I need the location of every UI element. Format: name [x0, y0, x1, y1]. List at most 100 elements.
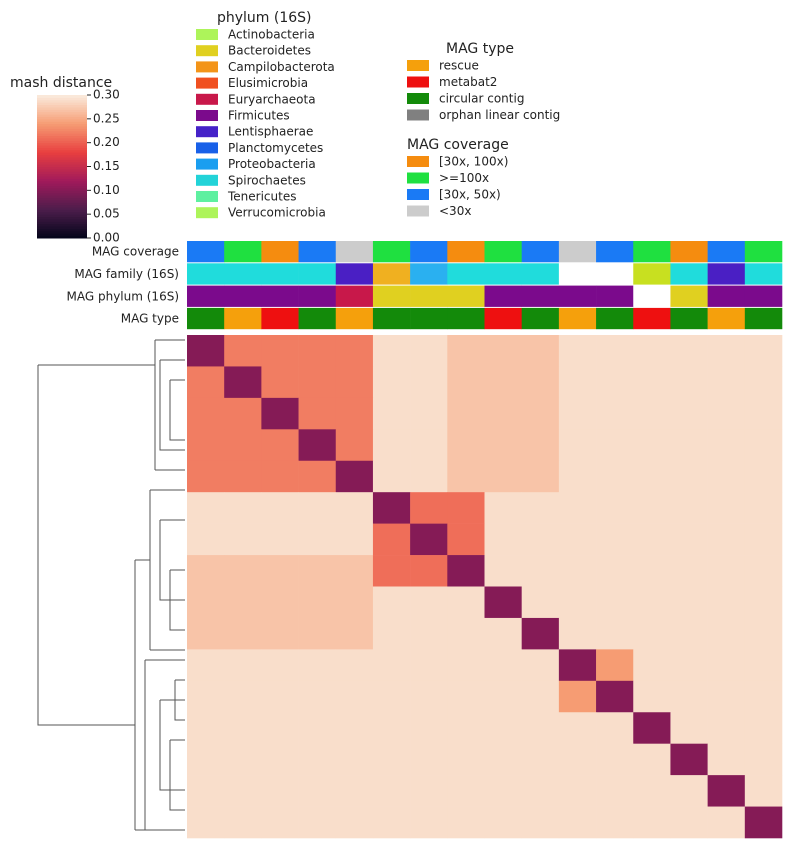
heatmap-cell: [707, 617, 746, 650]
heatmap-cell: [335, 335, 374, 367]
heatmap-cell: [298, 555, 337, 587]
legend-label: rescue: [439, 59, 479, 73]
colorbar-step: [37, 171, 87, 175]
heatmap-cell: [707, 806, 746, 839]
heatmap-cell: [372, 366, 411, 399]
colorbar-step: [37, 204, 87, 208]
track-cell: [633, 307, 671, 330]
heatmap-cell: [596, 586, 634, 619]
heatmap-cell: [707, 775, 746, 807]
heatmap-cell: [670, 555, 708, 587]
heatmap-cell: [670, 397, 708, 430]
colorbar-step: [37, 154, 87, 158]
heatmap-cell: [670, 649, 708, 682]
heatmap-cell: [521, 523, 560, 556]
legend-label: Tenericutes: [227, 190, 296, 204]
heatmap-cell: [558, 712, 597, 744]
heatmap-cell: [410, 523, 448, 556]
colorbar-step: [37, 228, 87, 232]
legend-label: >=100x: [439, 171, 489, 185]
colorbar-step: [37, 187, 87, 191]
heatmap-cell: [447, 586, 485, 619]
heatmap-cell: [707, 649, 746, 682]
colorbar-tick-label: 0.30: [93, 88, 120, 102]
heatmap-cell: [224, 649, 262, 682]
heatmap-cell: [335, 617, 374, 650]
heatmap-cell: [744, 680, 783, 713]
heatmap-cell: [558, 492, 597, 524]
legend-label: orphan linear contig: [439, 108, 560, 122]
heatmap-cell: [447, 366, 485, 399]
track-cell: [447, 285, 485, 307]
heatmap-cell: [410, 460, 448, 493]
colorbar-step: [37, 221, 87, 225]
heatmap-cell: [224, 680, 262, 713]
heatmap-cell: [224, 366, 262, 399]
heatmap-cell: [187, 335, 225, 367]
track-cell: [670, 263, 708, 285]
heatmap-cell: [335, 492, 374, 524]
heatmap-cell: [744, 555, 783, 587]
heatmap-cell: [484, 335, 522, 367]
heatmap-cell: [372, 586, 411, 619]
track-cell: [335, 241, 374, 263]
track-cell: [521, 241, 560, 263]
heatmap-cell: [224, 712, 262, 744]
heatmap-cell: [261, 649, 299, 682]
heatmap-cell: [670, 429, 708, 462]
legend-swatch: [196, 126, 218, 138]
heatmap-cell: [372, 775, 411, 807]
heatmap-cell: [187, 775, 225, 807]
heatmap-cell: [707, 680, 746, 713]
legend-swatch: [407, 109, 429, 121]
heatmap-cell: [298, 806, 337, 839]
heatmap-cell: [187, 806, 225, 839]
heatmap-cell: [224, 492, 262, 524]
legend-swatch: [407, 205, 429, 217]
colorbar-step: [37, 197, 87, 201]
colorbar-step: [37, 123, 87, 127]
heatmap-cell: [335, 523, 374, 556]
heatmap-cell: [261, 586, 299, 619]
heatmap-cell: [633, 617, 671, 650]
heatmap-cell: [670, 586, 708, 619]
colorbar-tick-label: 0.20: [93, 135, 120, 149]
heatmap-cell: [707, 523, 746, 556]
legend-label: Proteobacteria: [228, 157, 316, 171]
heatmap-cell: [224, 460, 262, 493]
heatmap-cell: [521, 712, 560, 744]
track-cell: [261, 241, 299, 263]
colorbar-step: [37, 161, 87, 165]
heatmap-cell: [633, 429, 671, 462]
colorbar-step: [37, 133, 87, 137]
legend-swatch: [196, 174, 218, 186]
dendrogram-branch: [134, 489, 185, 831]
track-cell: [298, 241, 337, 263]
track-cell: [261, 307, 299, 330]
heatmap-cell: [298, 617, 337, 650]
heatmap-cell: [484, 366, 522, 399]
heatmap-cell: [670, 617, 708, 650]
heatmap-cell: [372, 397, 411, 430]
heatmap-cell: [744, 366, 783, 399]
heatmap-cell: [335, 806, 374, 839]
colorbar-step: [37, 145, 87, 148]
track-cell: [335, 263, 374, 285]
heatmap-cell: [447, 492, 485, 524]
heatmap-cell: [447, 429, 485, 462]
colorbar-step: [37, 199, 87, 203]
heatmap-cell: [261, 335, 299, 367]
colorbar-step: [37, 230, 87, 234]
heatmap-cell: [187, 523, 225, 556]
legend-label: Planctomycetes: [228, 141, 323, 155]
heatmap-cell: [707, 335, 746, 367]
heatmap-cell: [261, 429, 299, 462]
heatmap-cell: [298, 397, 337, 430]
heatmap-cell: [187, 555, 225, 587]
legend-swatch: [407, 189, 429, 200]
track-cell: [707, 307, 746, 330]
heatmap-cell: [707, 743, 746, 776]
heatmap-cell: [224, 397, 262, 430]
legend-swatch: [407, 93, 429, 104]
heatmap-cell: [521, 397, 560, 430]
